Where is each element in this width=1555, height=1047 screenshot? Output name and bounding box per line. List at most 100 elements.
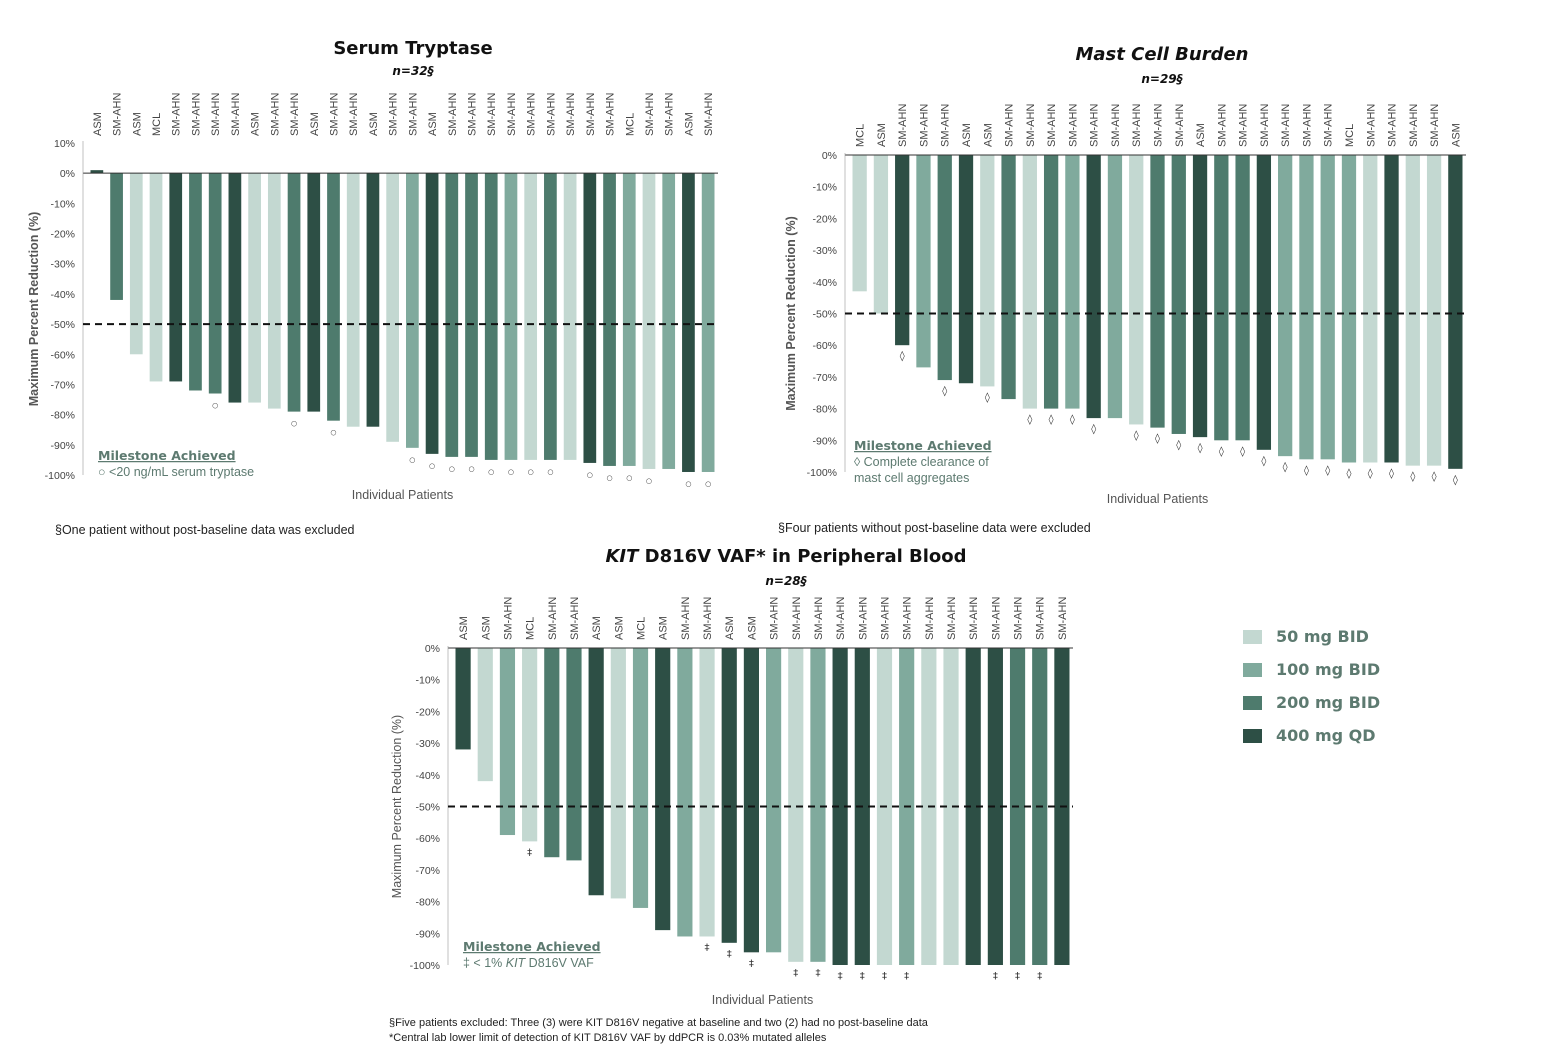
bar — [916, 155, 930, 367]
category-label: SM-AHN — [112, 93, 124, 136]
bar — [1172, 155, 1186, 434]
category-label: SM-AHN — [190, 93, 202, 136]
bar — [327, 173, 340, 420]
category-label: SM-AHN — [1174, 104, 1186, 147]
category-label: SM-AHN — [664, 93, 676, 136]
category-label: SM-AHN — [565, 93, 577, 136]
bar — [633, 648, 648, 908]
milestone-marker: ○ — [330, 429, 336, 437]
bar — [643, 173, 656, 469]
category-label: ASM — [250, 112, 262, 136]
category-label: ASM — [131, 112, 143, 136]
chart-title-italic: KIT — [605, 546, 640, 567]
category-label: SM-AHN — [547, 597, 559, 640]
legend-swatch — [1243, 696, 1262, 710]
bar — [564, 173, 577, 460]
category-label: SM-AHN — [703, 93, 715, 136]
chart-subtitle: n=32§ — [392, 64, 433, 78]
bar — [1001, 155, 1015, 399]
category-label: SM-AHN — [990, 597, 1002, 640]
bar — [485, 173, 498, 460]
bar — [229, 173, 242, 402]
y-tick-label: -40% — [415, 770, 440, 782]
category-label: SM-AHN — [946, 597, 958, 640]
y-tick-label: 0% — [60, 168, 75, 180]
category-label: SM-AHN — [585, 93, 597, 136]
bar — [744, 648, 759, 952]
bar — [810, 648, 825, 962]
milestone-marker: ◊ — [1283, 461, 1288, 473]
y-tick-label: -60% — [812, 340, 837, 352]
dose-legend: 50 mg BID 100 mg BID 200 mg BID 400 mg Q… — [1243, 620, 1380, 752]
milestone-marker: ○ — [685, 480, 691, 488]
y-tick-label: -20% — [415, 706, 440, 718]
category-label: SM-AHN — [388, 93, 400, 136]
bar — [1023, 155, 1037, 409]
milestone-marker: ‡ — [705, 942, 710, 953]
bar — [1214, 155, 1228, 440]
bar — [130, 173, 143, 354]
category-label: SM-AHN — [1153, 104, 1165, 147]
bar — [583, 173, 596, 463]
bar — [1342, 155, 1356, 462]
category-label: ASM — [309, 112, 321, 136]
bar — [1235, 155, 1249, 440]
milestone-marker: ○ — [705, 480, 711, 488]
milestone-marker: ○ — [528, 468, 534, 476]
milestone-marker: ◊ — [1347, 467, 1352, 479]
milestone-marker: ○ — [429, 462, 435, 470]
milestone-marker: ◊ — [900, 350, 905, 362]
chart-title: Mast Cell Burden — [1076, 44, 1249, 65]
footnote: §Five patients excluded: Three (3) were … — [389, 1017, 929, 1029]
category-label: SM-AHN — [1025, 104, 1037, 147]
milestone-marker: ○ — [587, 471, 593, 479]
category-label: ASM — [427, 112, 439, 136]
category-label: SM-AHN — [348, 93, 360, 136]
milestone-marker: ○ — [606, 474, 612, 482]
y-tick-label: -30% — [50, 259, 75, 271]
bar — [445, 173, 458, 457]
category-label: SM-AHN — [1365, 104, 1377, 147]
legend-label: 200 mg BID — [1276, 693, 1380, 712]
footnote: *Central lab lower limit of detection of… — [389, 1032, 827, 1044]
bar — [1087, 155, 1101, 418]
category-label: SM-AHN — [506, 93, 518, 136]
bar — [110, 173, 123, 300]
bar — [544, 648, 559, 857]
milestone-marker: ◊ — [1155, 433, 1160, 445]
category-label: SM-AHN — [902, 597, 914, 640]
category-label: SM-AHN — [171, 93, 183, 136]
y-tick-label: -20% — [50, 229, 75, 241]
bar — [895, 155, 909, 345]
bar — [426, 173, 439, 454]
milestone-description: ○ <20 ng/mL serum tryptase — [98, 465, 254, 479]
milestone-marker: ○ — [291, 420, 297, 428]
milestone-title: Milestone Achieved — [854, 438, 992, 453]
category-label: SM-AHN — [1004, 104, 1016, 147]
bar — [1321, 155, 1335, 459]
x-axis-label: Individual Patients — [352, 488, 453, 502]
bar — [367, 173, 380, 427]
legend-swatch — [1243, 630, 1262, 644]
category-label: SM-AHN — [269, 93, 281, 136]
milestone-marker: ◊ — [1368, 467, 1373, 479]
footnote: §Four patients without post-baseline dat… — [778, 521, 1091, 535]
category-label: SM-AHN — [1323, 104, 1335, 147]
bar — [456, 648, 471, 749]
bar — [589, 648, 604, 895]
milestone-marker: ‡ — [815, 968, 820, 979]
milestone-marker: ◊ — [1049, 414, 1054, 426]
category-label: SM-AHN — [447, 93, 459, 136]
milestone-marker: ◊ — [1410, 471, 1415, 483]
y-tick-label: -100% — [807, 467, 837, 479]
y-tick-label: -60% — [50, 349, 75, 361]
bar — [1065, 155, 1079, 409]
milestone-marker: ◊ — [1325, 464, 1330, 476]
milestone-marker: ◊ — [1198, 442, 1203, 454]
milestone-marker: ‡ — [1015, 971, 1020, 982]
milestone-marker: ○ — [547, 468, 553, 476]
milestone-marker: ○ — [409, 456, 415, 464]
category-label: MCL — [636, 617, 648, 640]
category-label: ASM — [591, 616, 603, 640]
category-label: SM-AHN — [486, 93, 498, 136]
